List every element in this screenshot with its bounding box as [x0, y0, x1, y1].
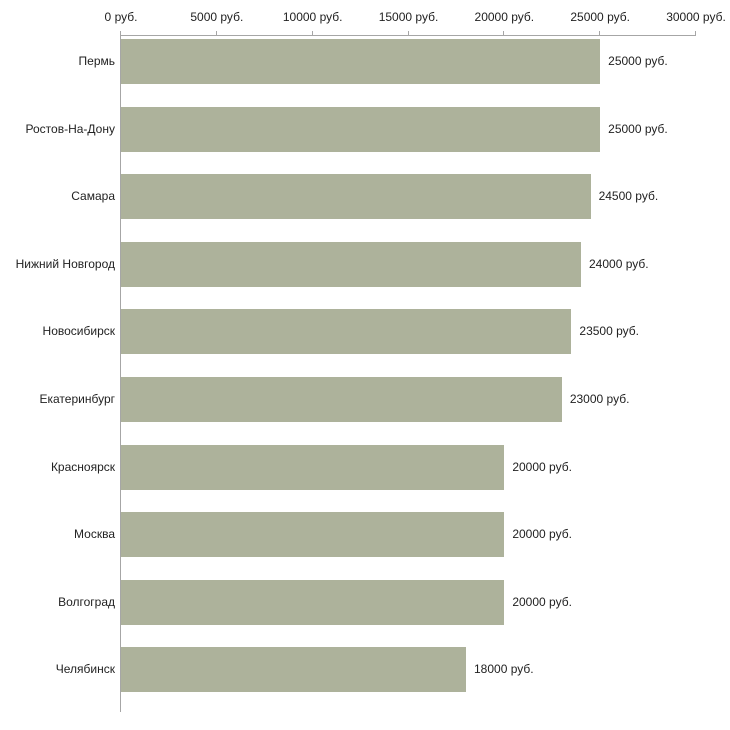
- category-label: Красноярск: [50, 459, 115, 474]
- value-label: 18000 руб.: [474, 662, 534, 677]
- bar: [121, 377, 562, 422]
- x-tick-mark: [311, 31, 313, 36]
- x-tick-label: 30000 руб.: [666, 10, 726, 24]
- bar-row: Волгоград 20000 руб.: [58, 577, 696, 645]
- value-label: 23500 руб.: [579, 324, 639, 339]
- bar-row: Красноярск 20000 руб.: [51, 442, 696, 510]
- bar-row: Пермь 25000 руб.: [79, 36, 696, 104]
- bar: [121, 647, 466, 693]
- category-label: Ростов-На-Дону: [25, 121, 115, 136]
- bar: [121, 241, 581, 287]
- category-label: Челябинск: [55, 662, 115, 677]
- bar: [121, 39, 601, 84]
- bar-row: Самара 24500 руб.: [71, 171, 696, 239]
- value-label: 25000 руб.: [608, 121, 668, 136]
- bar: [121, 512, 505, 558]
- bar: [121, 579, 505, 625]
- x-tick-mark: [407, 31, 409, 36]
- category-label: Пермь: [78, 54, 115, 68]
- value-label: 25000 руб.: [608, 54, 668, 68]
- value-label: 23000 руб.: [569, 392, 630, 406]
- category-label: Москва: [74, 527, 115, 542]
- bar-row: Новосибирск 23500 руб.: [43, 306, 696, 374]
- x-tick-mark: [215, 31, 217, 36]
- value-label: 20000 руб.: [512, 594, 572, 609]
- x-tick-label: 25000 руб.: [570, 10, 630, 24]
- x-tick-label: 10000 руб.: [282, 10, 343, 24]
- category-label: Самара: [71, 189, 115, 204]
- x-tick-mark: [599, 31, 601, 36]
- bar: [121, 174, 591, 220]
- bar-row: Нижний Новгород 24000 руб.: [16, 239, 696, 307]
- bar: [121, 309, 572, 355]
- category-label: Новосибирск: [42, 324, 115, 339]
- bar-row: Москва 20000 руб.: [74, 509, 696, 577]
- x-tick-label: 0 руб.: [104, 10, 138, 24]
- plot-area: 0 руб. 5000 руб. 10000 руб. 15000 руб. 20000…: [16, 10, 726, 712]
- value-label: 20000 руб.: [512, 527, 572, 542]
- bar-row: Челябинск 18000 руб.: [56, 644, 696, 712]
- x-tick-mark: [503, 31, 505, 36]
- category-label: Екатеринбург: [39, 392, 116, 406]
- value-label: 20000 руб.: [512, 459, 572, 474]
- x-tick-mark: [695, 31, 696, 36]
- bar-row: Ростов-На-Дону 25000 руб.: [26, 104, 696, 172]
- value-label: 24500 руб.: [598, 189, 659, 204]
- bar-row: Екатеринбург 23000 руб.: [40, 374, 696, 442]
- bar: [121, 106, 601, 152]
- x-tick-label: 20000 руб.: [474, 10, 535, 24]
- value-label: 24000 руб.: [589, 256, 649, 271]
- x-tick-label: 5000 руб.: [190, 10, 244, 24]
- x-tick-mark: [120, 31, 121, 36]
- bar: [121, 444, 505, 490]
- category-label: Нижний Новгород: [15, 256, 115, 271]
- x-tick-label: 15000 руб.: [378, 10, 439, 24]
- category-label: Волгоград: [58, 594, 115, 609]
